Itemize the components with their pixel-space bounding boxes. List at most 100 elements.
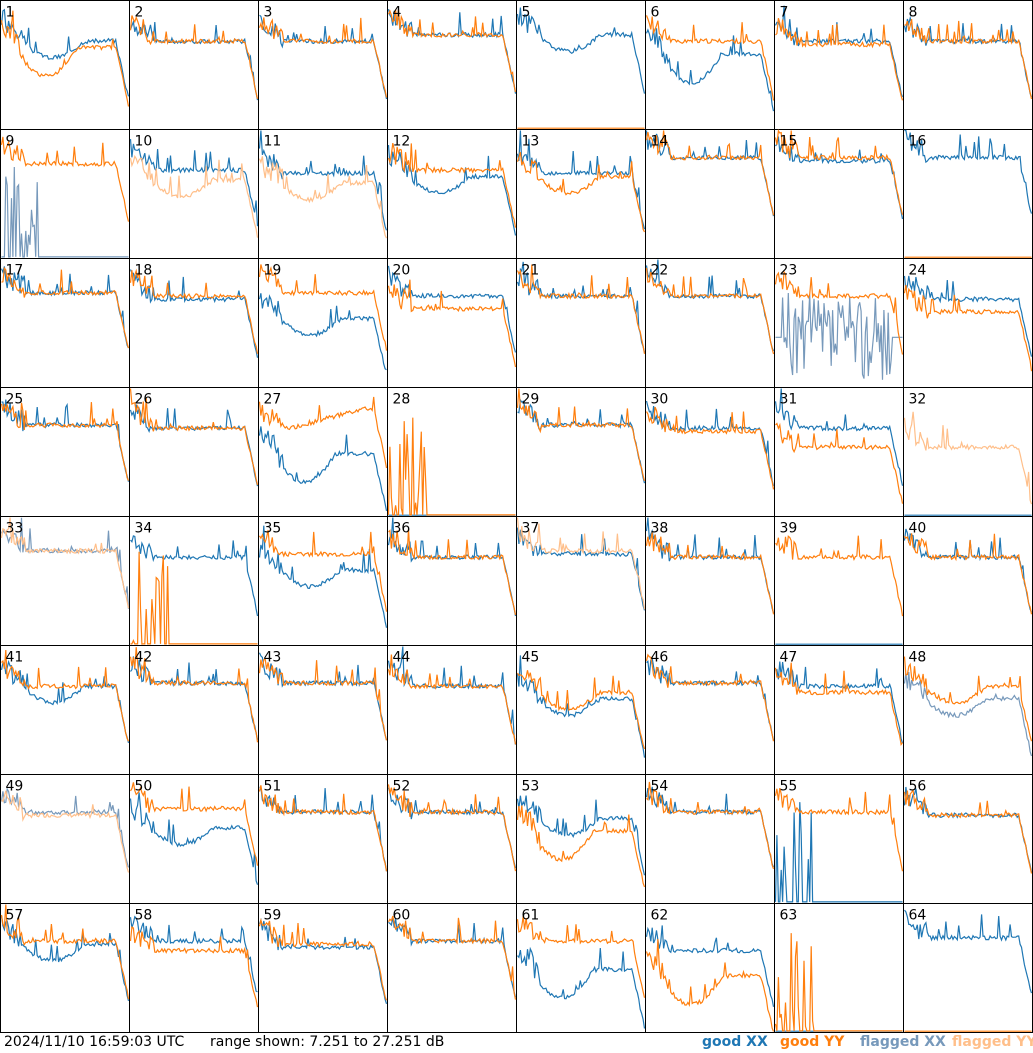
panel-label: 5 [522,5,531,21]
series-yy-36 [388,529,517,616]
panel-3: 3 [258,0,388,130]
panel-30: 30 [645,387,775,517]
panel-60: 60 [387,903,517,1033]
panel-frame [0,645,130,775]
series-yy-63 [774,933,903,1032]
panel-frame [0,903,130,1033]
panel-58: 58 [129,903,259,1033]
series-yy-39 [775,535,904,617]
panel-frame [387,258,517,388]
panel-label: 28 [393,392,411,408]
series-yy-22 [645,267,775,355]
series-yy-6 [645,15,775,101]
panel-frame [129,645,259,775]
panel-label: 14 [651,134,669,150]
series-xx-27 [258,426,388,512]
series-yy-60 [387,915,517,1000]
series-xx-53 [516,795,646,876]
panel-frame [774,516,904,646]
panel-31: 31 [774,387,904,517]
panel-label: 21 [522,263,540,279]
series-yy-50 [129,782,259,866]
panel-4: 4 [387,0,517,130]
panel-47: 47 [774,645,904,775]
series-yy-48 [903,656,1033,742]
panel-label: 6 [651,5,660,21]
series-yy-59 [258,917,388,1001]
series-yy-30 [645,406,775,490]
series-yy-13 [516,152,646,233]
series-yy-20 [387,279,517,368]
panel-62: 62 [645,903,775,1033]
panel-37: 37 [516,516,646,646]
panel-label: 40 [909,521,927,537]
panel-label: 44 [393,650,411,666]
panel-frame [774,903,904,1033]
series-xx-20 [387,265,517,353]
panel-label: 60 [393,908,411,924]
panel-label: 57 [6,908,24,924]
panel-1: 1 [0,0,130,130]
panel-frame [645,129,775,259]
panel-63: 63 [774,903,904,1033]
panel-label: 8 [909,5,918,21]
panel-label: 11 [264,134,282,150]
panel-21: 21 [516,258,646,388]
panel-28: 28 [387,387,517,517]
panel-label: 38 [651,521,669,537]
panel-53: 53 [516,774,646,904]
panel-label: 52 [393,779,411,795]
panel-frame [258,0,388,130]
panel-label: 25 [6,392,24,408]
panel-label: 13 [522,134,540,150]
panel-label: 53 [522,779,540,795]
series-xx-47 [775,661,904,744]
panel-frame [903,0,1033,130]
series-xx-6 [645,28,775,112]
series-yy-37 [516,517,646,610]
panel-label: 31 [780,392,798,408]
panel-label: 48 [909,650,927,666]
panel-40: 40 [903,516,1033,646]
series-xx-48 [903,672,1033,757]
series-yy-28 [387,417,516,516]
panel-26: 26 [129,387,259,517]
panel-label: 64 [909,908,927,924]
legend-flagged-yy: flagged YY [952,1034,1033,1050]
series-yy-58 [129,926,259,1008]
panel-frame [258,774,388,904]
series-xx-19 [258,293,387,371]
series-yy-21 [516,264,646,355]
series-yy-15 [774,129,904,215]
series-xx-5 [516,7,646,94]
panel-label: 47 [780,650,798,666]
panel-label: 62 [651,908,669,924]
series-yy-27 [258,396,388,469]
series-xx-22 [645,259,775,352]
panel-27: 27 [258,387,388,517]
panel-frame [774,0,904,130]
series-yy-17 [1,266,130,349]
panel-frame [774,645,904,775]
series-yy-54 [646,781,775,870]
series-yy-4 [387,9,517,93]
panel-10: 10 [129,129,259,259]
series-yy-56 [903,788,1033,874]
series-xx-49 [0,787,130,868]
panel-16: 16 [903,129,1033,259]
series-yy-7 [775,18,904,101]
panel-51: 51 [258,774,388,904]
panel-label: 20 [393,263,411,279]
panel-label: 63 [780,908,798,924]
panel-43: 43 [258,645,388,775]
series-yy-43 [258,657,388,741]
panel-13: 13 [516,129,646,259]
series-yy-62 [645,939,775,1032]
panel-label: 33 [6,521,24,537]
panel-label: 59 [264,908,282,924]
panel-label: 35 [264,521,282,537]
series-yy-9 [0,136,130,222]
legend-flagged-xx: flagged XX [860,1034,946,1050]
panel-label: 34 [135,521,153,537]
